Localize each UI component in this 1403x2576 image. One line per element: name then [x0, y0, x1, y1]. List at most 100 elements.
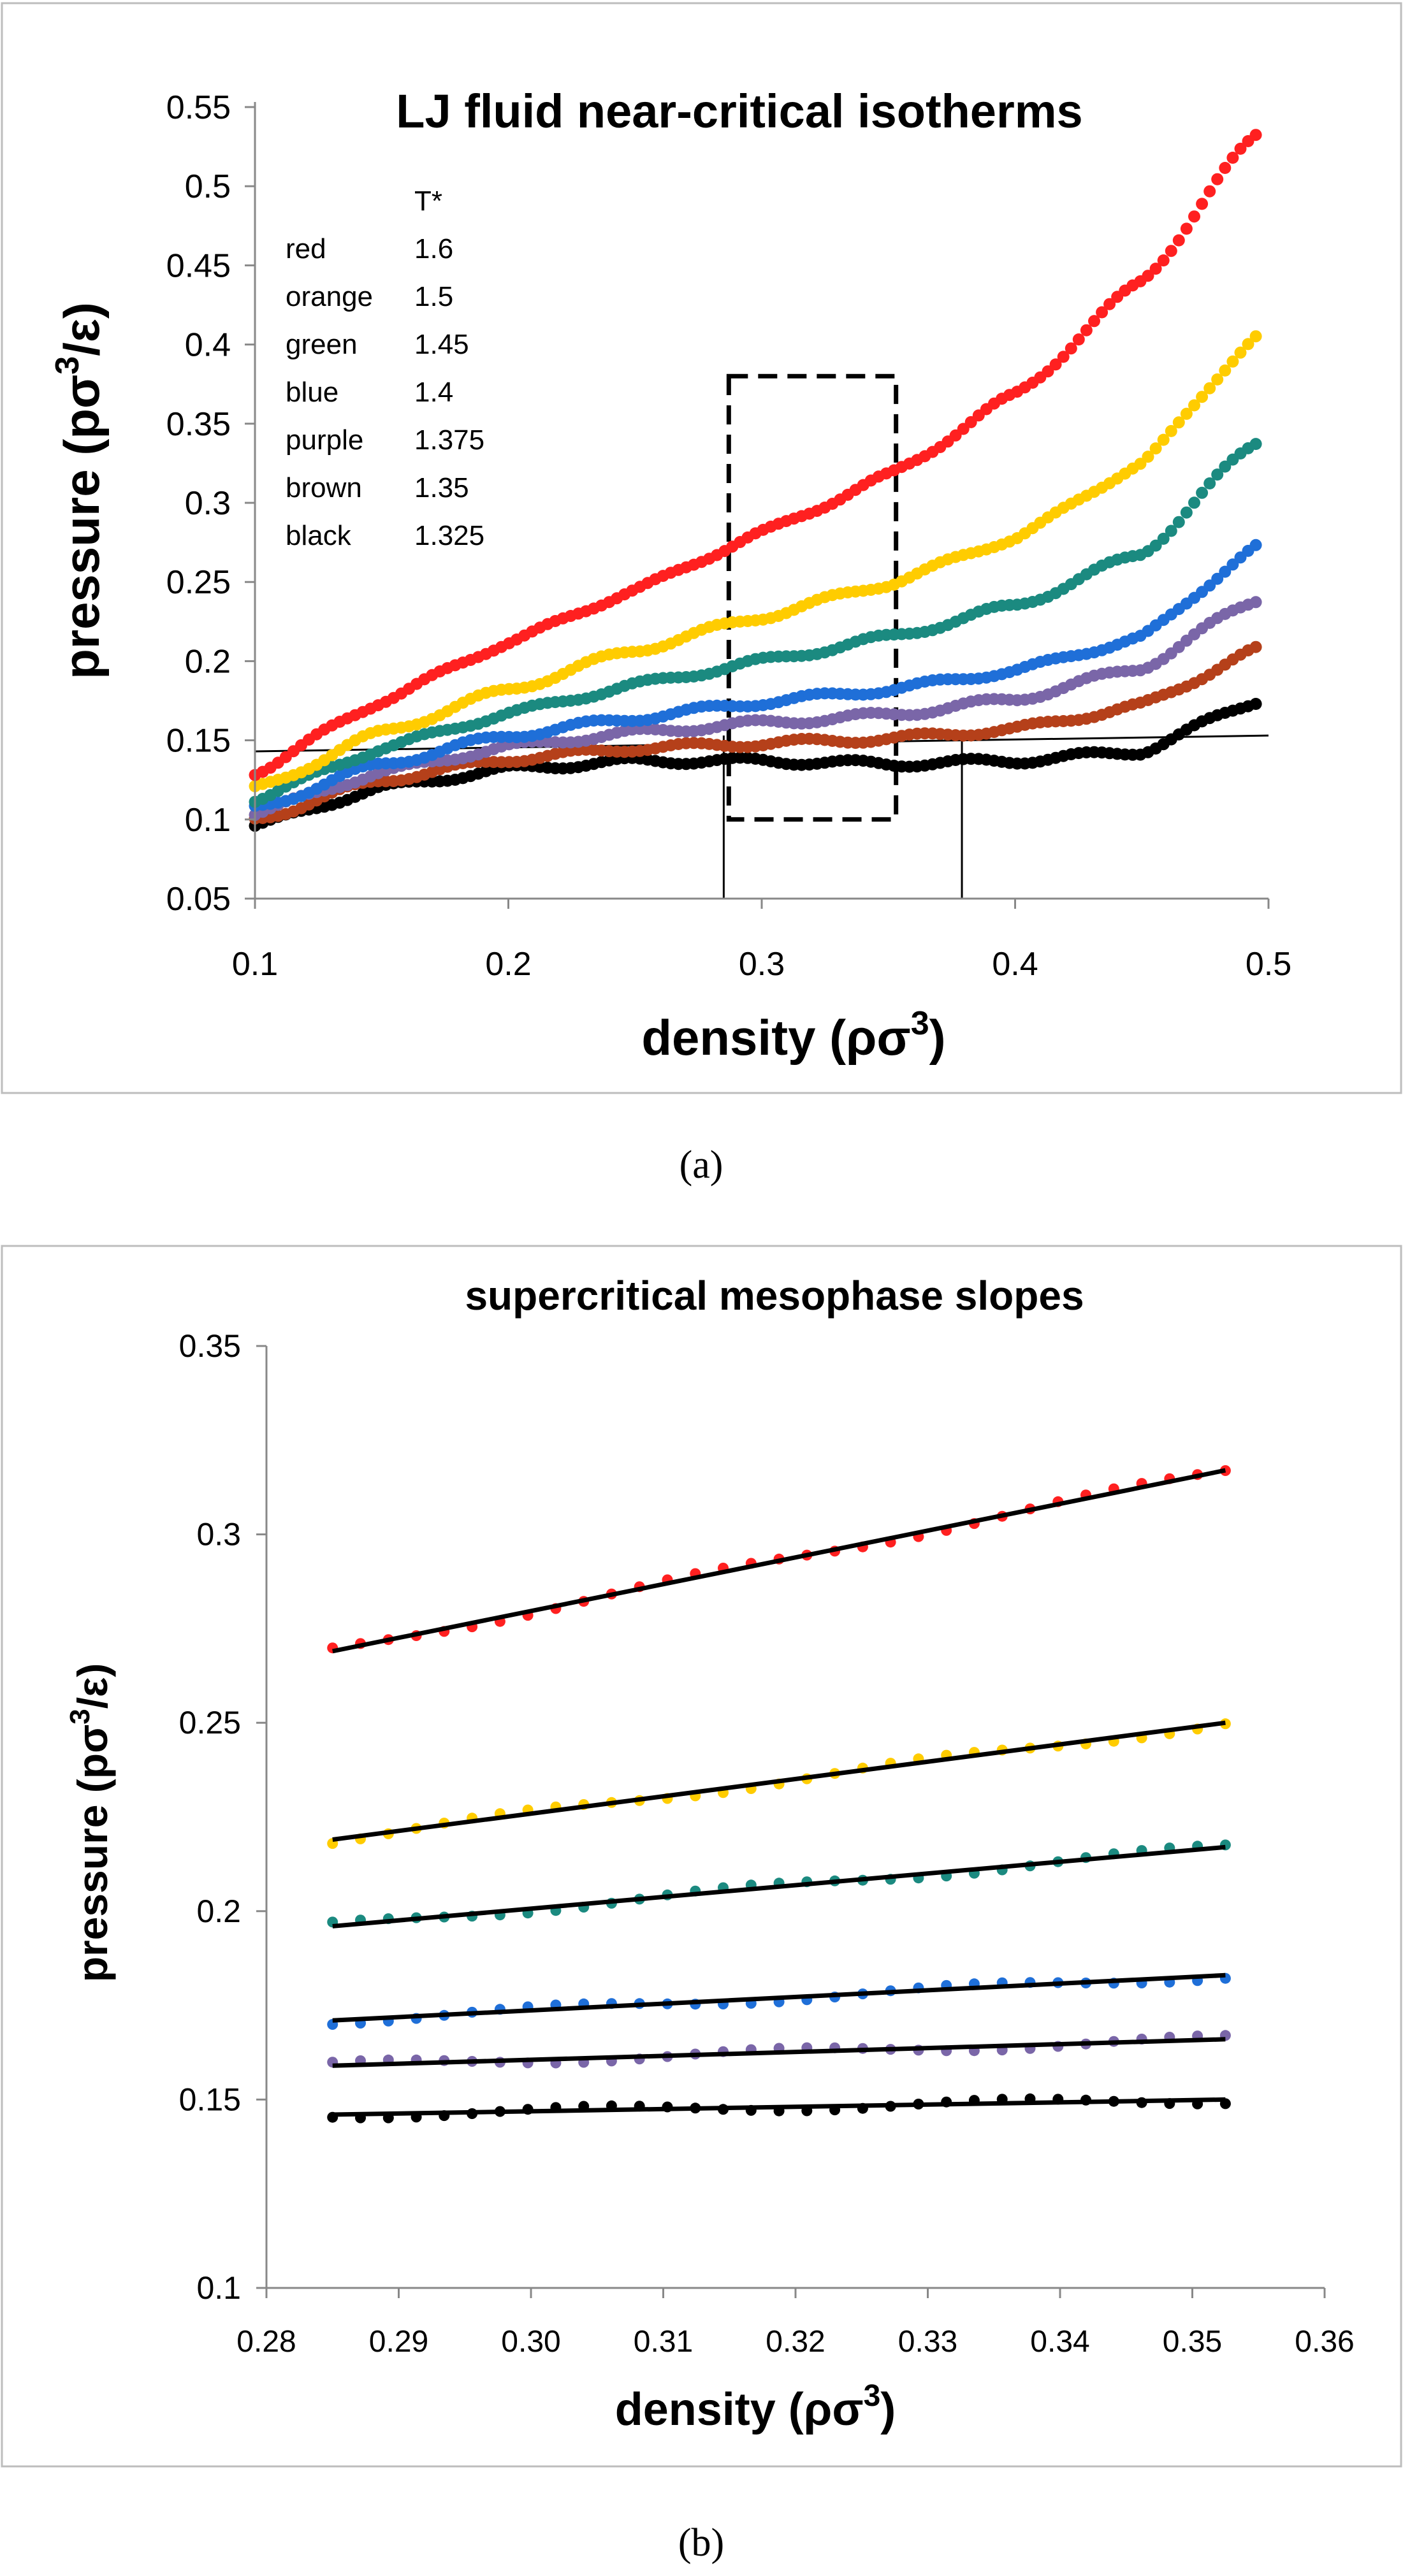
data-point-orange [1142, 451, 1154, 463]
chart-a-ytick-label: 0.05 [166, 881, 231, 918]
data-point-orange [1180, 407, 1193, 420]
data-point-orange [1134, 458, 1147, 470]
data-point-red [1203, 185, 1216, 198]
data-point-red [1249, 129, 1262, 141]
legend-a-name: red [286, 233, 326, 264]
chart-a-xtick-label: 0.2 [485, 946, 531, 983]
chart-b-xtick-label: 0.32 [766, 2325, 825, 2359]
data-point-purple [1249, 596, 1262, 609]
chart-b-ylabel-main: pressure (pσ [69, 1725, 116, 1983]
dashed-zoom-box [726, 373, 899, 822]
chart-b-title: supercritical mesophase slopes [465, 1273, 1084, 1319]
series-b-blue [327, 1972, 1231, 2030]
legend-a-name: green [286, 329, 358, 360]
fit-line-blue [332, 1972, 1226, 2023]
data-point-orange [1165, 424, 1177, 437]
chart-b-ylabel-sup: 3 [64, 1709, 96, 1724]
legend-a-name: orange [286, 281, 373, 312]
data-point-green [1157, 532, 1170, 545]
panel-a-label: (a) [680, 1143, 723, 1187]
data-point-red [1157, 254, 1170, 267]
legend-a-value: 1.5 [414, 281, 453, 312]
legend-a-value: 1.4 [414, 377, 453, 408]
fit-line-green [332, 1844, 1226, 1928]
data-point-orange [1149, 442, 1162, 455]
legend-a-value: 1.375 [414, 424, 484, 456]
data-point-red [1149, 263, 1162, 275]
chart-b-xlabel-end: ) [880, 2384, 896, 2435]
chart-a-xtick-label: 0.5 [1246, 946, 1291, 983]
chart-a-ytick-label: 0.1 [185, 802, 231, 839]
chart-a-xlabel: density (ρσ3) [641, 1005, 945, 1066]
legend-a-value: 1.325 [414, 520, 484, 551]
data-point-red [1042, 365, 1054, 378]
chart-b-ytick-label: 0.2 [196, 1893, 241, 1929]
data-point-black [1249, 698, 1262, 710]
chart-b-xtick-label: 0.31 [634, 2325, 693, 2359]
legend-a-header: T* [414, 185, 442, 217]
panel-a: 0.050.10.150.20.250.30.350.40.450.50.550… [1, 2, 1402, 1094]
data-point-orange [1219, 364, 1232, 377]
chart-b-xtick-label: 0.33 [898, 2325, 957, 2359]
data-point-red [1072, 333, 1085, 346]
panel-b-frame [1, 1245, 1402, 2468]
chart-a-ylabel: pressure (pσ3/ε) [49, 302, 110, 679]
panel-b-label: (b) [678, 2521, 724, 2565]
chart-a-ytick-label: 0.25 [166, 564, 231, 601]
data-point-red [1142, 270, 1154, 282]
data-point-red [1049, 358, 1062, 371]
data-point-red [1211, 173, 1224, 185]
chart-b-xlabel-main: density (ρσ [615, 2384, 864, 2435]
data-point-red [1103, 298, 1116, 310]
data-point-red [1219, 162, 1232, 174]
legend-a-name: black [286, 520, 352, 551]
chart-a-ytick-label: 0.4 [185, 327, 231, 364]
data-point-green [1203, 477, 1216, 489]
chart-a-title: LJ fluid near-critical isotherms [396, 85, 1082, 138]
chart-b-xtick-label: 0.34 [1030, 2325, 1089, 2359]
data-point-brown [1249, 640, 1262, 653]
chart-a-ytick-label: 0.55 [166, 89, 231, 126]
series-orange [249, 330, 1262, 793]
data-point-red [1234, 142, 1247, 155]
data-point-blue [1249, 539, 1262, 551]
chart-a-xlabel-end: ) [929, 1009, 946, 1066]
chart-a-ytick-label: 0.35 [166, 406, 231, 443]
fit-line-orange [332, 1720, 1226, 1842]
series-red [249, 129, 1262, 781]
chart-b-xtick-label: 0.35 [1163, 2325, 1222, 2359]
legend-a-value: 1.35 [414, 472, 469, 503]
chart-b-ytick-label: 0.15 [179, 2081, 241, 2117]
chart-b-xtick-label: 0.36 [1295, 2325, 1354, 2359]
legend-a-value: 1.6 [414, 233, 453, 264]
data-point-green [1180, 506, 1193, 519]
data-point-red [1165, 245, 1177, 257]
data-point-orange [1196, 391, 1209, 403]
chart-b-ytick-label: 0.25 [179, 1705, 241, 1740]
chart-a-ytick-label: 0.15 [166, 723, 231, 760]
chart-a-xlabel-main: density (ρσ [641, 1009, 910, 1066]
data-point-orange [1203, 382, 1216, 394]
panel-a-frame [1, 2, 1402, 1094]
data-point-orange [1211, 373, 1224, 386]
chart-b-ytick-label: 0.3 [196, 1517, 241, 1552]
data-point-blue [1226, 558, 1239, 571]
data-point-red [1057, 351, 1070, 363]
legend-a-name: blue [286, 377, 338, 408]
chart-a-ytick-label: 0.45 [166, 247, 231, 284]
data-point-red [1080, 324, 1093, 336]
data-point-orange [1234, 346, 1247, 359]
fit-line-black [332, 2097, 1226, 2117]
chart-b-ylabel: pressure (pσ3/ε) [64, 1663, 116, 1983]
chart-a-xtick-label: 0.4 [992, 946, 1038, 983]
data-point-green [1196, 486, 1209, 499]
data-point-red [1096, 306, 1109, 319]
chart-b-xtick-label: 0.29 [369, 2325, 428, 2359]
data-point-blue [1219, 565, 1232, 578]
data-point-red [1226, 152, 1239, 164]
data-point-red [1188, 210, 1200, 223]
chart-b-xlabel-sup: 3 [864, 2379, 881, 2413]
chart-b-ytick-label: 0.1 [196, 2270, 241, 2306]
data-point-red [1172, 234, 1185, 247]
